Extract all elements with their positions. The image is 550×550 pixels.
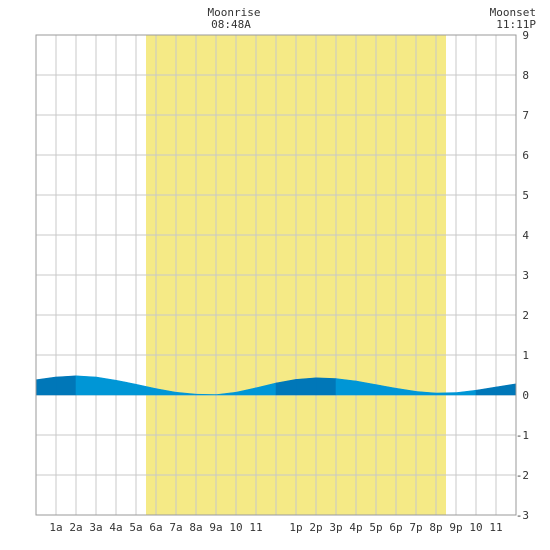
- x-tick-label: 7p: [409, 521, 422, 534]
- y-tick-label: 2: [522, 309, 529, 322]
- tide-area-segment: [195, 393, 217, 396]
- y-tick-label: 8: [522, 69, 529, 82]
- x-tick-label: 5a: [129, 521, 142, 534]
- tide-area-segment: [75, 375, 97, 396]
- y-tick-label: 7: [522, 109, 529, 122]
- tide-area-segment: [315, 377, 337, 396]
- y-tick-label: 4: [522, 229, 529, 242]
- moonset-time: 11:11P: [496, 18, 536, 31]
- y-tick-label: -2: [516, 469, 529, 482]
- x-tick-label: 7a: [169, 521, 182, 534]
- tide-area-segment: [55, 375, 77, 396]
- x-tick-label: 5p: [369, 521, 382, 534]
- x-tick-label: 11: [249, 521, 262, 534]
- x-tick-label: 4p: [349, 521, 362, 534]
- tide-area-segment: [115, 379, 137, 396]
- x-tick-label: 6a: [149, 521, 162, 534]
- tide-area-segment: [495, 383, 517, 396]
- x-tick-label: 9a: [209, 521, 222, 534]
- y-tick-label: 5: [522, 189, 529, 202]
- tide-area-segment: [35, 376, 57, 396]
- x-tick-label: 4a: [109, 521, 122, 534]
- x-tick-label: 8p: [429, 521, 442, 534]
- y-tick-label: 3: [522, 269, 529, 282]
- x-tick-label: 1a: [49, 521, 62, 534]
- moonset-label: Moonset: [489, 6, 536, 19]
- x-tick-label: 10: [229, 521, 242, 534]
- y-tick-label: 1: [522, 349, 529, 362]
- y-tick-label: -3: [516, 509, 529, 522]
- y-axis-labels: 9 8 7 6 5 4 3 2 1 0 -1 -2 -3: [516, 29, 530, 522]
- tide-area-segment: [295, 377, 317, 396]
- x-tick-label: 10: [469, 521, 482, 534]
- x-tick-label: 6p: [389, 521, 402, 534]
- y-tick-label: 9: [522, 29, 529, 42]
- tide-area-segment: [95, 376, 117, 396]
- x-tick-label: 9p: [449, 521, 462, 534]
- moonrise-label: Moonrise: [207, 6, 261, 19]
- y-tick-label: -1: [516, 429, 529, 442]
- tide-area-segment: [335, 378, 357, 396]
- x-tick-label: 8a: [189, 521, 202, 534]
- grid-lines: [36, 35, 516, 515]
- x-axis-labels: 1a 2a 3a 4a 5a 6a 7a 8a 9a 10 11 1p 2p 3p 4p 5p 6p 7p 8p 9p…: [49, 521, 502, 534]
- tide-area-segment: [435, 392, 457, 396]
- plot-border: [35, 34, 517, 516]
- x-tick-label: 2p: [309, 521, 322, 534]
- x-tick-label: 11: [489, 521, 502, 534]
- x-tick-label: 3p: [329, 521, 342, 534]
- x-tick-label: 1p: [289, 521, 302, 534]
- tide-area-segment: [455, 389, 477, 396]
- x-tick-label: 2a: [69, 521, 82, 534]
- y-tick-label: 6: [522, 149, 529, 162]
- x-tick-label: 3a: [89, 521, 102, 534]
- y-tick-label: 0: [522, 389, 529, 402]
- tide-area-segment: [475, 386, 497, 396]
- moonrise-time: 08:48A: [211, 18, 251, 31]
